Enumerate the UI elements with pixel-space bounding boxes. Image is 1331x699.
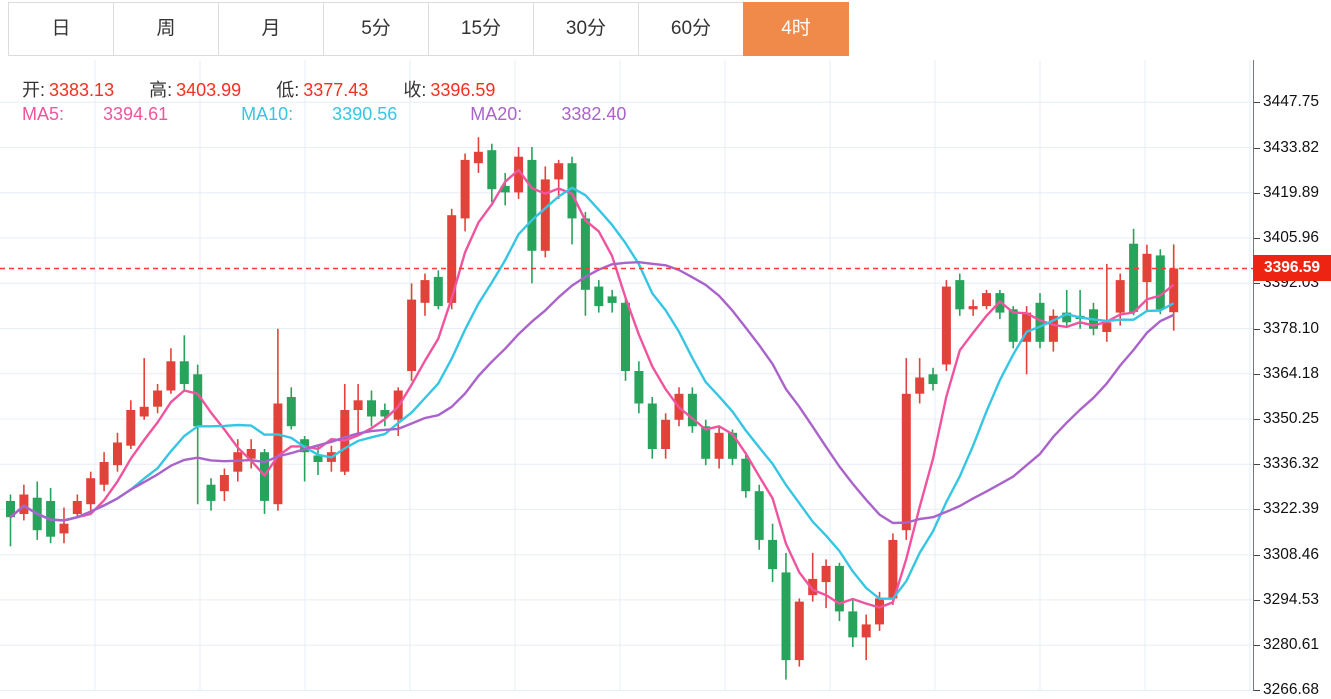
close-value: 3396.59: [430, 80, 496, 100]
y-axis-label: 3350.25: [1263, 410, 1320, 427]
y-axis-label: 3322.39: [1263, 500, 1320, 517]
ma5-readout: MA5: 3394.61: [22, 104, 169, 124]
ma20-readout: MA20: 3382.40: [470, 104, 627, 124]
ma-line-ma20: [9, 260, 1175, 525]
y-axis-label: 3280.61: [1263, 636, 1320, 653]
y-axis-label: 3405.96: [1263, 229, 1320, 246]
y-axis-label: 3266.68: [1263, 681, 1320, 698]
ohlc-readout: 开: 3383.13 高: 3403.99 低: 3377.43 收: 3396.59: [22, 76, 495, 102]
y-axis-label: 3336.32: [1263, 455, 1320, 472]
high-value: 3403.99: [176, 80, 242, 100]
y-axis-tick: [1254, 600, 1260, 601]
y-axis-tick: [1254, 419, 1260, 420]
y-axis-label: 3308.46: [1263, 546, 1320, 563]
y-axis-tick: [1254, 509, 1260, 510]
ma10-readout: MA10: 3390.56: [241, 104, 398, 124]
y-axis-label: 3364.18: [1263, 365, 1320, 382]
y-axis-tick: [1254, 148, 1260, 149]
tab-4hour[interactable]: 4时: [743, 2, 849, 56]
y-axis-tick: [1254, 283, 1260, 284]
open-value: 3383.13: [49, 80, 115, 100]
y-axis-tick: [1254, 238, 1260, 239]
y-axis-tick: [1254, 555, 1260, 556]
tab-15min[interactable]: 15分: [428, 2, 534, 56]
high-label: 高:: [149, 80, 173, 100]
y-axis: 3447.75 3433.82 3419.89 3405.96 3392.03 3378.…: [1253, 60, 1331, 698]
tab-60min[interactable]: 60分: [638, 2, 744, 56]
y-axis-tick: [1254, 102, 1260, 103]
y-axis-label: 3447.75: [1263, 93, 1320, 110]
y-axis-label: 3294.53: [1263, 591, 1320, 608]
last-price-label: 3396.59: [1253, 255, 1331, 281]
low-label: 低:: [276, 80, 300, 100]
y-axis-tick: [1254, 464, 1260, 465]
chart-area: 开: 3383.13 高: 3403.99 低: 3377.43 收: 3396.59 …: [0, 57, 1331, 698]
tab-daily[interactable]: 日: [8, 2, 114, 56]
timeframe-tabbar: 日 周 月 5分 15分 30分 60分 4时: [8, 2, 849, 56]
y-axis-label: 3433.82: [1263, 139, 1320, 156]
close-label: 收:: [403, 80, 427, 100]
ma-readout: MA5: 3394.61 MA10: 3390.56 MA20: 3382.40: [22, 104, 694, 125]
y-axis-label: 3378.10: [1263, 320, 1320, 337]
open-label: 开:: [22, 80, 46, 100]
tab-30min[interactable]: 30分: [533, 2, 639, 56]
tab-5min[interactable]: 5分: [323, 2, 429, 56]
candlestick-chart[interactable]: [0, 60, 1253, 691]
y-axis-tick: [1254, 645, 1260, 646]
tab-monthly[interactable]: 月: [218, 2, 324, 56]
y-axis-tick: [1254, 329, 1260, 330]
tab-weekly[interactable]: 周: [113, 2, 219, 56]
y-axis-tick: [1254, 374, 1260, 375]
y-axis-tick: [1254, 193, 1260, 194]
low-value: 3377.43: [303, 80, 369, 100]
ma-line-ma10: [9, 186, 1175, 600]
y-axis-label: 3419.89: [1263, 184, 1320, 201]
ma-line-ma5: [9, 168, 1175, 609]
